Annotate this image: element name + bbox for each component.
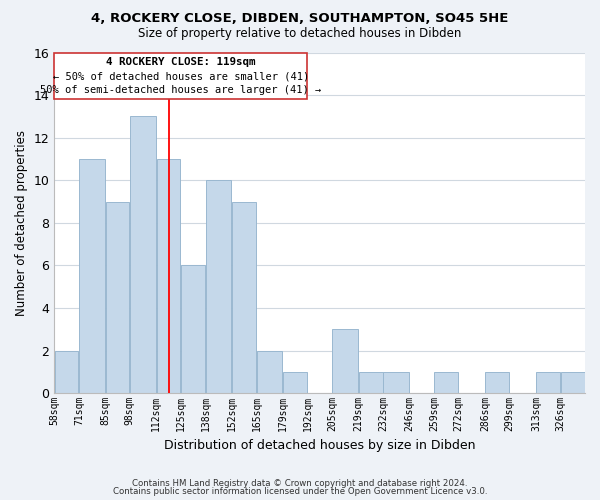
Bar [181,266,205,393]
Bar [434,372,458,393]
Text: Contains HM Land Registry data © Crown copyright and database right 2024.: Contains HM Land Registry data © Crown c… [132,478,468,488]
Bar [359,372,383,393]
Bar [536,372,560,393]
Bar [130,116,156,393]
Bar [257,350,283,393]
Text: 4 ROCKERY CLOSE: 119sqm: 4 ROCKERY CLOSE: 119sqm [106,57,256,67]
Text: Size of property relative to detached houses in Dibden: Size of property relative to detached ho… [139,28,461,40]
Bar [332,330,358,393]
Bar [79,159,105,393]
Text: ← 50% of detached houses are smaller (41): ← 50% of detached houses are smaller (41… [53,71,309,81]
Y-axis label: Number of detached properties: Number of detached properties [15,130,28,316]
Bar [157,159,181,393]
Text: Contains public sector information licensed under the Open Government Licence v3: Contains public sector information licen… [113,487,487,496]
Bar [206,180,232,393]
Text: 4, ROCKERY CLOSE, DIBDEN, SOUTHAMPTON, SO45 5HE: 4, ROCKERY CLOSE, DIBDEN, SOUTHAMPTON, S… [91,12,509,26]
Bar [283,372,307,393]
Bar [106,202,130,393]
Bar [561,372,584,393]
Bar [485,372,509,393]
Bar [55,350,79,393]
Text: 50% of semi-detached houses are larger (41) →: 50% of semi-detached houses are larger (… [40,86,322,96]
Bar [383,372,409,393]
X-axis label: Distribution of detached houses by size in Dibden: Distribution of detached houses by size … [164,440,475,452]
FancyBboxPatch shape [54,52,307,100]
Bar [232,202,256,393]
